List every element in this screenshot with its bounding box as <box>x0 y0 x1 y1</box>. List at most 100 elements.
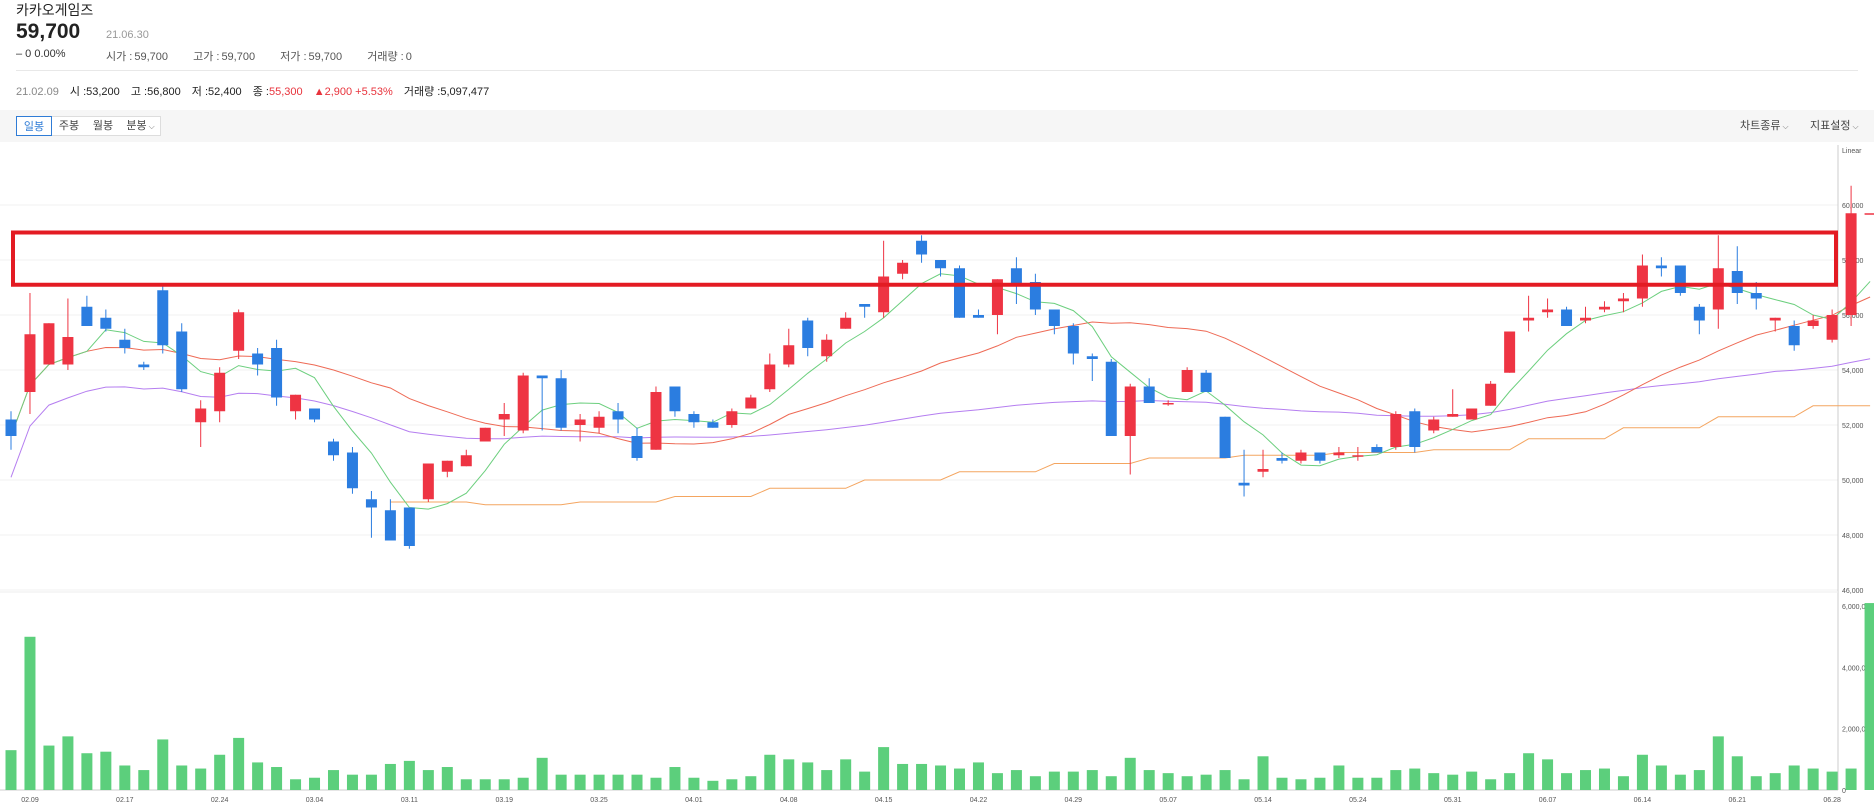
hover-info: 21.02.09 시 :53,200 고 :56,800 저 :52,400 종… <box>16 83 489 99</box>
tab-minute[interactable]: 분봉 ⌵ <box>120 116 161 136</box>
volume-bar <box>346 774 358 790</box>
volume-bar <box>1636 754 1648 790</box>
hover-high-label: 고 : <box>130 86 148 98</box>
open-value: 59,700 <box>134 51 169 63</box>
candle-up <box>593 416 605 428</box>
volume-bar <box>1257 756 1269 790</box>
volume-bar <box>517 777 529 790</box>
volume-bar <box>1466 771 1478 790</box>
volume-bar <box>309 777 321 790</box>
x-tick-label: 05.07 <box>1159 797 1177 804</box>
hover-volume: 5,097,477 <box>440 86 490 98</box>
candle-up <box>1636 265 1648 299</box>
volume-bar <box>1295 779 1307 790</box>
candle-down <box>346 452 358 489</box>
volume-bar <box>479 779 491 790</box>
y-tick-label: 50,000 <box>1842 478 1864 485</box>
candle-down <box>707 422 719 428</box>
candle-down <box>1029 282 1041 310</box>
volume-bar <box>1143 770 1155 790</box>
candle-up <box>441 460 453 472</box>
candle-up <box>821 339 833 357</box>
volume-bar <box>1333 765 1345 790</box>
volume-bar <box>991 773 1003 790</box>
volume-bar <box>802 762 814 790</box>
candle-down <box>935 260 947 269</box>
volume-bar <box>327 770 339 790</box>
volume-bar <box>1807 768 1819 790</box>
candle-up <box>1352 455 1364 457</box>
candle-up <box>897 262 909 274</box>
candle-up <box>878 276 890 313</box>
candle-up <box>460 455 472 467</box>
candle-down <box>1105 361 1117 436</box>
candle-up <box>195 408 207 423</box>
indicator-menu[interactable]: 지표설정 ⌵ <box>1810 116 1859 137</box>
candle-up <box>574 419 586 425</box>
volume-bar <box>593 774 605 790</box>
candle-up <box>1598 306 1610 310</box>
candle-up <box>1181 370 1193 392</box>
candle-down <box>1371 447 1383 453</box>
candle-down <box>1048 309 1060 326</box>
chart-type-menu[interactable]: 차트종류 ⌵ <box>1740 116 1789 137</box>
candle-down <box>1143 386 1155 403</box>
volume-bar <box>1598 768 1610 790</box>
volume-bar <box>157 739 169 790</box>
candle-up <box>43 323 55 365</box>
volume-bar <box>1561 773 1573 790</box>
candle-down <box>309 408 321 420</box>
x-tick-label: 04.08 <box>780 797 798 804</box>
volume-tick-label: 6,000,000 <box>1842 604 1873 611</box>
x-tick-label: 06.07 <box>1539 797 1557 804</box>
candle-up <box>1333 452 1345 456</box>
candle-up <box>479 427 491 442</box>
candle-down <box>252 353 264 365</box>
volume-bar <box>1712 736 1724 790</box>
candle-down <box>1200 372 1212 392</box>
hover-high: 56,800 <box>147 86 181 98</box>
tab-daily[interactable]: 일봉 <box>16 116 52 136</box>
volume-bar <box>574 774 586 790</box>
volume-bar <box>252 762 264 790</box>
candle-up <box>422 463 434 500</box>
candle-up <box>1485 383 1497 406</box>
volume-bar <box>1371 777 1383 790</box>
low-value: 59,700 <box>308 51 343 63</box>
volume-bar <box>422 770 434 790</box>
candle-down <box>536 375 548 379</box>
volume-bar <box>897 763 909 790</box>
candle-down <box>384 510 396 541</box>
tab-minute-label: 분봉 <box>126 120 147 132</box>
candle-down <box>859 304 871 307</box>
candle-up <box>1523 317 1535 321</box>
low-label: 저가 : <box>280 51 307 63</box>
volume-bar <box>62 736 74 790</box>
candle-down <box>954 268 965 318</box>
volume-bar <box>441 767 453 790</box>
candle-down <box>1086 356 1098 359</box>
volume-bar <box>536 757 548 790</box>
candle-up <box>991 279 1003 315</box>
candlestick-chart[interactable]: Linear 46,000 48,000 50,000 52,000 54,000 56,0… <box>0 145 1874 812</box>
tab-monthly[interactable]: 월봉 <box>92 120 114 132</box>
candle-up <box>1295 452 1307 461</box>
candle-up <box>1542 309 1554 313</box>
volume-bar <box>403 760 415 790</box>
volume-bar <box>138 770 150 790</box>
volume-bar <box>859 771 871 790</box>
chart-type-label: 차트종류 <box>1740 120 1781 132</box>
candle-up <box>1580 317 1592 321</box>
hover-close-label: 종 : <box>252 86 269 98</box>
volume-bar <box>100 751 112 790</box>
volume-bar <box>726 779 738 790</box>
candle-up <box>1769 317 1781 321</box>
y-tick-label: 46,000 <box>1842 588 1864 595</box>
volume-bar <box>1504 773 1516 790</box>
volume-bar <box>498 779 510 790</box>
candle-up <box>1845 213 1857 315</box>
candle-down <box>403 507 415 546</box>
hover-low: 52,400 <box>208 86 242 98</box>
x-tick-label: 02.09 <box>21 797 39 804</box>
tab-weekly[interactable]: 주봉 <box>58 120 80 132</box>
